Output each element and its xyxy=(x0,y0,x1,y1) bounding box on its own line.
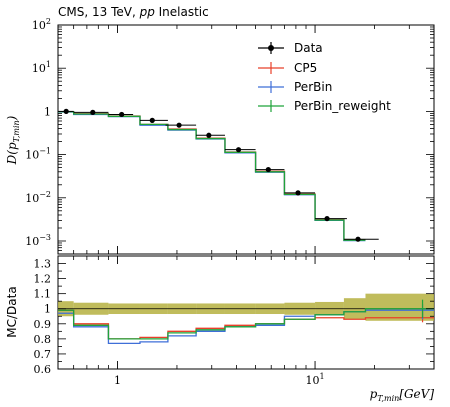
data-point xyxy=(235,147,242,153)
x-tick-label: 1 xyxy=(114,374,121,387)
main-series-perbin-reweight-line xyxy=(58,111,366,241)
main-series-perbin-line xyxy=(58,111,366,242)
data-point xyxy=(355,236,361,242)
ratio-y-tick-label: 1.3 xyxy=(34,258,52,271)
legend-label-perbin: PerBin xyxy=(294,80,332,94)
data-point xyxy=(63,108,69,114)
legend-label-cp5: CP5 xyxy=(294,61,317,75)
ratio-y-tick-label: 0.7 xyxy=(34,348,52,361)
main-y-axis-label: D(pT,min) xyxy=(5,115,21,165)
x-axis-label: pT,min[GeV] xyxy=(370,387,435,403)
ratio-y-tick-label: 0.8 xyxy=(34,333,52,346)
data-point xyxy=(206,132,212,138)
data-point xyxy=(295,190,301,196)
x-tick-label: 101 xyxy=(306,372,325,387)
data-point xyxy=(324,215,330,222)
legend-label-perbin-reweight: PerBin_reweight xyxy=(294,99,391,113)
ratio-y-tick-label: 1.2 xyxy=(34,273,52,286)
main-y-tick-label: 101 xyxy=(32,60,51,75)
ratio-plot-layer xyxy=(58,293,434,345)
main-y-tick-label: 1 xyxy=(44,105,51,118)
main-plot-layer xyxy=(58,108,379,242)
legend-entry-data: Data xyxy=(258,41,323,55)
data-point xyxy=(90,109,96,115)
legend-entry-perbin-reweight: PerBin_reweight xyxy=(258,99,391,113)
data-point xyxy=(265,166,271,173)
ratio-y-tick-label: 1 xyxy=(44,303,51,316)
ratio-y-axis-label: MC/Data xyxy=(5,286,19,337)
tick-layer: 1 101 102 101 1 10−1 10−2 10−3 0.6 0.7 0.8 0.9 1 1.1 1… xyxy=(25,17,435,387)
legend-entry-perbin: PerBin xyxy=(258,80,332,94)
legend-label-data: Data xyxy=(294,41,323,55)
main-y-tick-label: 10−3 xyxy=(25,233,51,248)
legend-marker-data-point xyxy=(268,45,274,51)
main-y-tick-label: 10−2 xyxy=(25,190,51,205)
main-y-tick-label: 102 xyxy=(32,17,51,32)
ratio-y-tick-label: 1.1 xyxy=(34,288,52,301)
main-panel-frame xyxy=(57,24,435,255)
data-point xyxy=(149,117,155,123)
ratio-y-tick-label: 0.9 xyxy=(34,318,52,331)
legend-entry-cp5: CP5 xyxy=(258,61,317,75)
ratio-uncertainty-band xyxy=(365,293,434,321)
ratio-y-tick-label: 0.6 xyxy=(34,363,52,376)
ratio-series-perbin-reweight-line xyxy=(58,308,434,340)
chart-title: CMS, 13 TeV, pp Inelastic xyxy=(58,5,209,19)
data-point xyxy=(119,111,125,118)
legend: Data CP5 PerBin PerBin_reweight xyxy=(258,41,391,113)
data-point xyxy=(176,122,182,128)
main-y-tick-label: 10−1 xyxy=(25,147,51,162)
